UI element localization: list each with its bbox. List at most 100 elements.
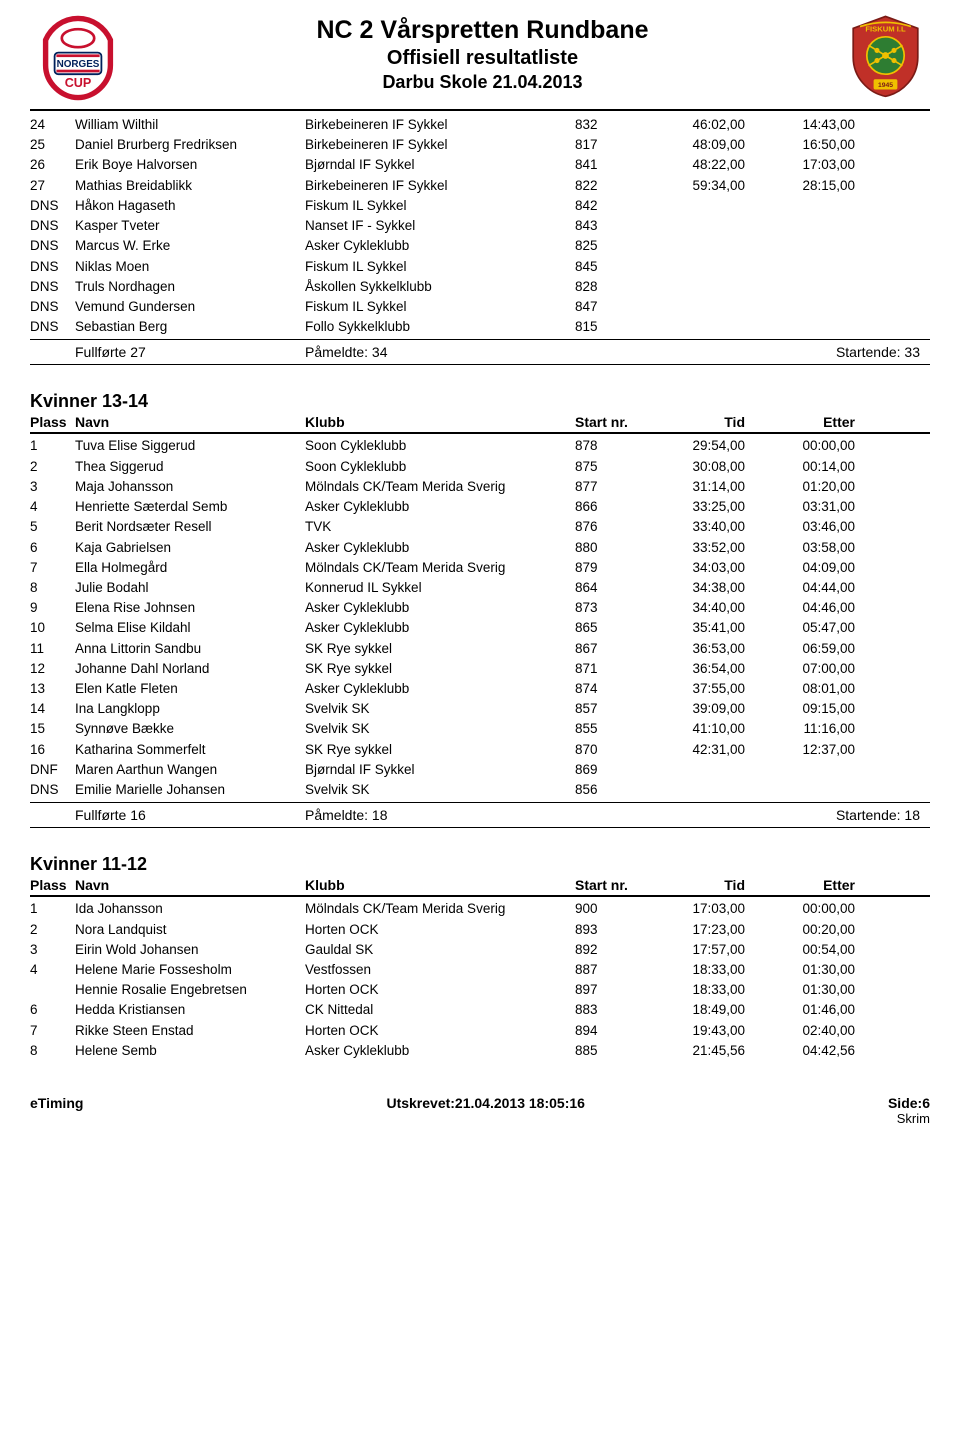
cell-club: Mölndals CK/Team Merida Sverig bbox=[305, 900, 575, 918]
cell-name: Selma Elise Kildahl bbox=[75, 619, 305, 637]
section-title-k11-12: Kvinner 11-12 bbox=[30, 854, 930, 875]
cell-nr: 870 bbox=[575, 741, 635, 759]
cell-time: 48:09,00 bbox=[635, 136, 745, 154]
cell-etter: 00:54,00 bbox=[745, 941, 855, 959]
cell-nr: 841 bbox=[575, 156, 635, 174]
cell-time: 39:09,00 bbox=[635, 700, 745, 718]
results-continuation: 24William WilthilBirkebeineren IF Sykkel… bbox=[30, 115, 930, 365]
cell-etter: 05:47,00 bbox=[745, 619, 855, 637]
cell-place: DNS bbox=[30, 237, 75, 255]
cell-time bbox=[635, 217, 745, 235]
header-text: NC 2 Vårspretten Rundbane Offisiell resu… bbox=[125, 10, 840, 93]
cell-club: Soon Cykleklubb bbox=[305, 437, 575, 455]
cell-nr: 873 bbox=[575, 599, 635, 617]
table-row: 11Anna Littorin SandbuSK Rye sykkel86736… bbox=[30, 639, 930, 659]
summary-pameldte: Påmeldte: 18 bbox=[305, 807, 635, 823]
table-row: 26Erik Boye HalvorsenBjørndal IF Sykkel8… bbox=[30, 155, 930, 175]
cell-place: 2 bbox=[30, 921, 75, 939]
cell-nr: 878 bbox=[575, 437, 635, 455]
cell-name: Elena Rise Johnsen bbox=[75, 599, 305, 617]
footer-left: eTiming bbox=[30, 1095, 83, 1126]
col-etter: Etter bbox=[745, 414, 855, 430]
table-row: DNSMarcus W. ErkeAsker Cykleklubb825 bbox=[30, 236, 930, 256]
cell-nr: 843 bbox=[575, 217, 635, 235]
table-row: 7Rikke Steen EnstadHorten OCK89419:43,00… bbox=[30, 1021, 930, 1041]
cell-nr: 857 bbox=[575, 700, 635, 718]
col-name: Navn bbox=[75, 414, 305, 430]
table-row: 8Helene SembAsker Cykleklubb88521:45,560… bbox=[30, 1041, 930, 1061]
cell-nr: 845 bbox=[575, 258, 635, 276]
cell-name: Helene Semb bbox=[75, 1042, 305, 1060]
cell-time: 17:23,00 bbox=[635, 921, 745, 939]
cell-etter: 04:42,56 bbox=[745, 1042, 855, 1060]
cell-nr: 879 bbox=[575, 559, 635, 577]
cell-place bbox=[30, 981, 75, 999]
cell-nr: 842 bbox=[575, 197, 635, 215]
title: NC 2 Vårspretten Rundbane bbox=[125, 16, 840, 45]
cell-nr: 892 bbox=[575, 941, 635, 959]
cell-time: 59:34,00 bbox=[635, 177, 745, 195]
table-row: 3Maja JohanssonMölndals CK/Team Merida S… bbox=[30, 477, 930, 497]
table-row: 2Nora LandquistHorten OCK89317:23,0000:2… bbox=[30, 920, 930, 940]
cell-club: Mölndals CK/Team Merida Sverig bbox=[305, 478, 575, 496]
cell-etter: 00:00,00 bbox=[745, 900, 855, 918]
footer-right: Side:6 Skrim bbox=[888, 1095, 930, 1126]
cell-time: 18:33,00 bbox=[635, 961, 745, 979]
cell-time bbox=[635, 258, 745, 276]
cell-name: Maja Johansson bbox=[75, 478, 305, 496]
cell-name: Katharina Sommerfelt bbox=[75, 741, 305, 759]
cell-etter bbox=[745, 298, 855, 316]
cell-place: 27 bbox=[30, 177, 75, 195]
table-row: 13Elen Katle FletenAsker Cykleklubb87437… bbox=[30, 679, 930, 699]
cell-time: 37:55,00 bbox=[635, 680, 745, 698]
cell-etter bbox=[745, 258, 855, 276]
cell-name: Ella Holmegård bbox=[75, 559, 305, 577]
cell-name: Vemund Gundersen bbox=[75, 298, 305, 316]
cell-etter bbox=[745, 318, 855, 336]
table-row: 16Katharina SommerfeltSK Rye sykkel87042… bbox=[30, 740, 930, 760]
cell-club: Nanset IF - Sykkel bbox=[305, 217, 575, 235]
cell-etter bbox=[745, 761, 855, 779]
table-header: Plass Navn Klubb Start nr. Tid Etter bbox=[30, 877, 930, 897]
cell-place: 4 bbox=[30, 961, 75, 979]
table-row: 4Henriette Sæterdal SembAsker Cykleklubb… bbox=[30, 497, 930, 517]
cell-etter: 12:37,00 bbox=[745, 741, 855, 759]
cell-club: Asker Cykleklubb bbox=[305, 539, 575, 557]
cell-club: Birkebeineren IF Sykkel bbox=[305, 136, 575, 154]
table-row: 10Selma Elise KildahlAsker Cykleklubb865… bbox=[30, 618, 930, 638]
page-footer: eTiming Utskrevet:21.04.2013 18:05:16 Si… bbox=[30, 1095, 930, 1126]
footer-sub: Skrim bbox=[888, 1111, 930, 1126]
table-row: DNSKasper TveterNanset IF - Sykkel843 bbox=[30, 216, 930, 236]
cell-etter: 14:43,00 bbox=[745, 116, 855, 134]
cell-name: Ina Langklopp bbox=[75, 700, 305, 718]
table-row: 3Eirin Wold JohansenGauldal SK89217:57,0… bbox=[30, 940, 930, 960]
cell-name: Emilie Marielle Johansen bbox=[75, 781, 305, 799]
col-time: Tid bbox=[635, 414, 745, 430]
cell-nr: 871 bbox=[575, 660, 635, 678]
cell-place: DNF bbox=[30, 761, 75, 779]
cell-name: Rikke Steen Enstad bbox=[75, 1022, 305, 1040]
cell-club: Birkebeineren IF Sykkel bbox=[305, 116, 575, 134]
table-row: 6Kaja GabrielsenAsker Cykleklubb88033:52… bbox=[30, 538, 930, 558]
cell-name: Mathias Breidablikk bbox=[75, 177, 305, 195]
cell-time: 34:03,00 bbox=[635, 559, 745, 577]
cell-time bbox=[635, 318, 745, 336]
cell-name: Hennie Rosalie Engebretsen bbox=[75, 981, 305, 999]
cell-etter: 04:46,00 bbox=[745, 599, 855, 617]
cell-place: 1 bbox=[30, 437, 75, 455]
cell-name: Thea Siggerud bbox=[75, 458, 305, 476]
cell-club: Bjørndal IF Sykkel bbox=[305, 761, 575, 779]
subtitle: Offisiell resultatliste bbox=[125, 47, 840, 70]
cell-name: Johanne Dahl Norland bbox=[75, 660, 305, 678]
cell-place: 6 bbox=[30, 1001, 75, 1019]
summary-startende: Startende: 18 bbox=[635, 807, 930, 823]
cell-nr: 856 bbox=[575, 781, 635, 799]
cell-nr: 874 bbox=[575, 680, 635, 698]
cell-etter: 03:31,00 bbox=[745, 498, 855, 516]
cell-etter: 16:50,00 bbox=[745, 136, 855, 154]
cell-etter: 03:46,00 bbox=[745, 518, 855, 536]
table-row: 7Ella HolmegårdMölndals CK/Team Merida S… bbox=[30, 558, 930, 578]
table-row: 14Ina LangkloppSvelvik SK85739:09,0009:1… bbox=[30, 699, 930, 719]
section-title-k13-14: Kvinner 13-14 bbox=[30, 391, 930, 412]
cell-club: Fiskum IL Sykkel bbox=[305, 298, 575, 316]
